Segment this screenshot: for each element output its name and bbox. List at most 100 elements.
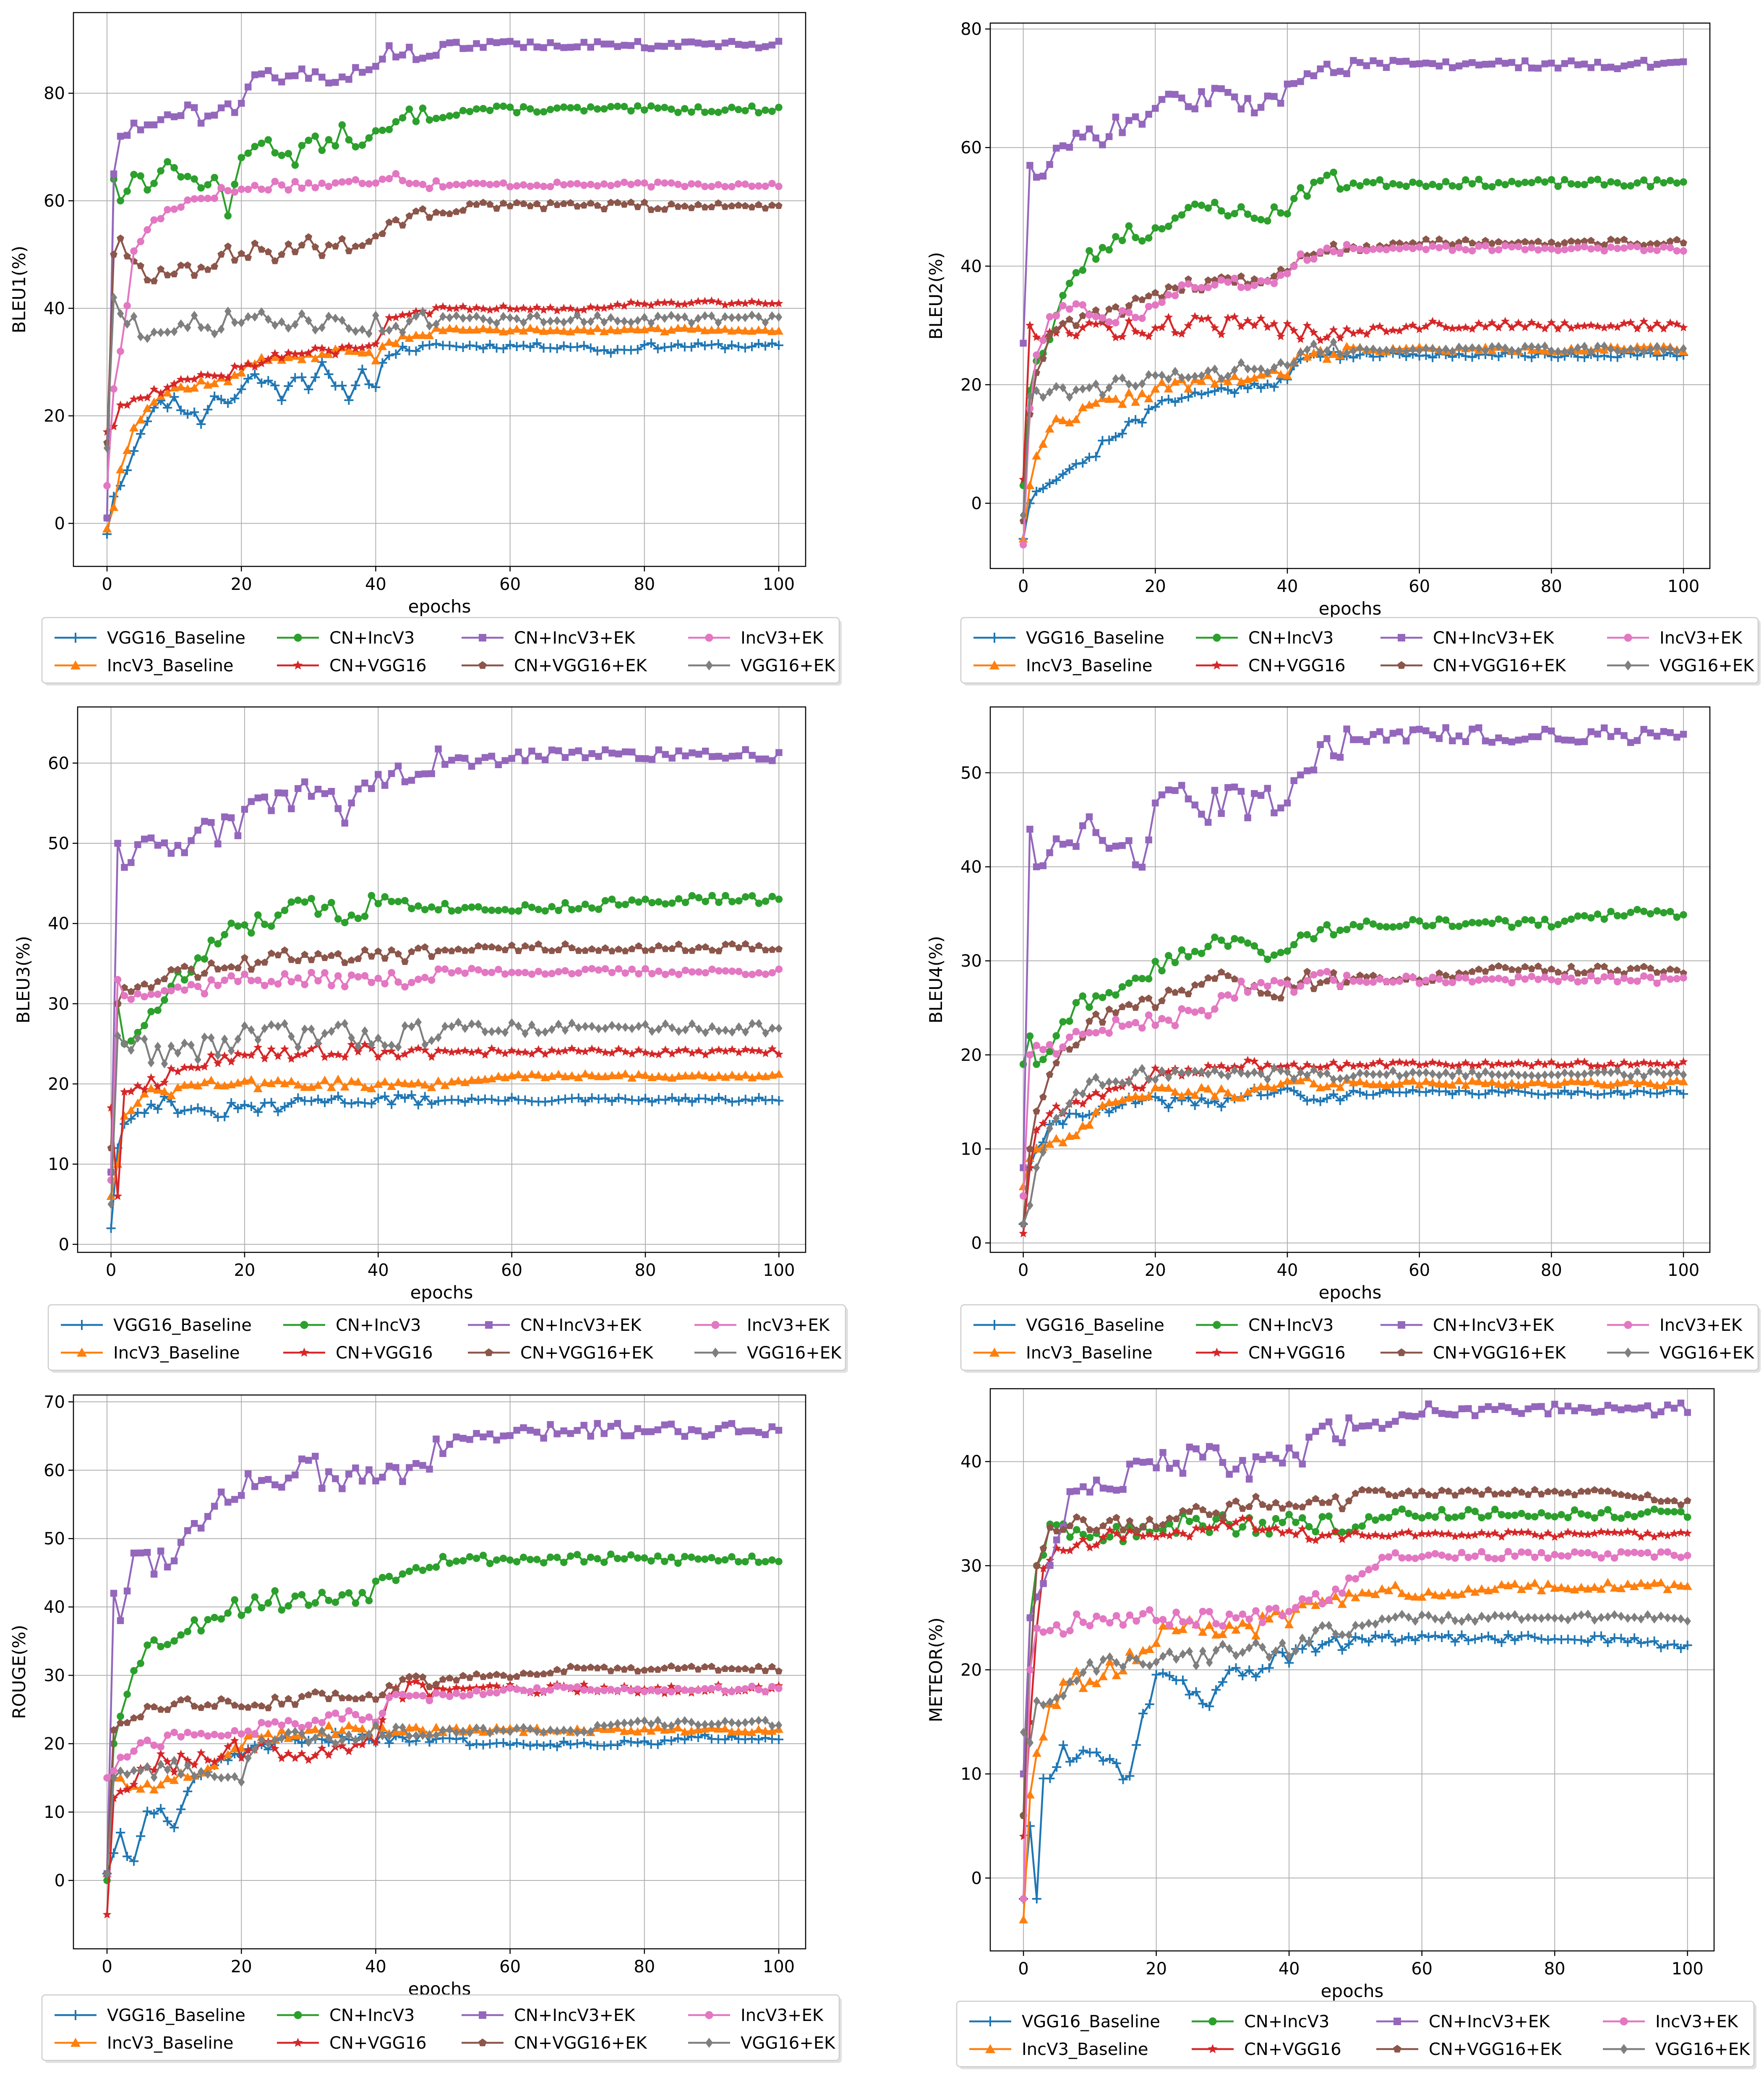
data-point-cn-incv3-ek [325, 79, 332, 87]
data-point-cn-incv3 [540, 1559, 548, 1567]
data-point-incv3-ek [560, 1684, 568, 1691]
data-point-cn-vgg16-ek [401, 958, 409, 965]
data-point-cn-incv3-ek [506, 1432, 514, 1439]
data-point-incv3-ek [762, 183, 769, 190]
legend-label-vgg16-baseline: VGG16_Baseline [113, 1316, 252, 1335]
data-point-cn-incv3-ek [708, 40, 715, 47]
data-point-cn-incv3 [385, 125, 393, 133]
data-point-vgg16-baseline [566, 1740, 575, 1750]
data-point-incv3-ek [555, 968, 562, 975]
y-tick-label: 30 [44, 1666, 65, 1685]
data-point-vgg16-ek [1178, 373, 1185, 383]
data-point-vgg16-ek [1026, 1200, 1033, 1210]
data-point-vgg16-ek [134, 1033, 141, 1043]
data-point-vgg16-ek [214, 1051, 222, 1060]
data-point-vgg16-baseline [733, 342, 743, 352]
data-point-cn-vgg16-ek [1488, 240, 1496, 247]
data-point-vgg16-ek [285, 323, 292, 333]
data-point-vgg16-baseline [472, 1739, 481, 1749]
data-point-cn-incv3-ek [334, 805, 342, 812]
data-point-cn-vgg16 [1138, 1532, 1148, 1540]
data-point-cn-vgg16-ek [214, 965, 222, 973]
data-point-cn-incv3-ek [1429, 60, 1436, 67]
data-point-cn-vgg16 [270, 349, 279, 357]
data-point-incv3-baseline [170, 1776, 179, 1784]
data-point-cn-incv3 [345, 1589, 353, 1597]
data-point-vgg16-ek [123, 319, 131, 329]
data-point-cn-vgg16 [223, 373, 232, 382]
data-point-incv3-ek [217, 184, 225, 192]
data-point-cn-incv3 [334, 915, 342, 923]
data-point-cn-vgg16 [1256, 314, 1266, 322]
data-point-incv3-baseline [170, 383, 179, 392]
data-point-cn-incv3 [1624, 1511, 1632, 1518]
data-point-incv3-ek [338, 178, 346, 186]
data-point-cn-vgg16 [357, 343, 367, 352]
data-point-incv3-ek [184, 196, 191, 204]
data-point-cn-incv3-ek [388, 770, 395, 777]
data-point-vgg16-ek [1350, 346, 1357, 356]
data-point-cn-incv3-ek [607, 1423, 614, 1430]
data-point-incv3-baseline [754, 1071, 764, 1080]
data-point-vgg16-ek [197, 1767, 205, 1776]
data-point-cn-incv3-ek [668, 40, 675, 47]
data-point-vgg16-ek [1198, 371, 1205, 381]
data-point-incv3-baseline [413, 1078, 423, 1087]
data-point-cn-vgg16 [687, 298, 696, 307]
data-point-incv3-ek [1244, 988, 1252, 996]
data-point-cn-incv3 [1637, 1510, 1645, 1518]
data-point-incv3-ek [466, 1691, 474, 1699]
data-point-cn-vgg16 [206, 1050, 216, 1059]
data-point-cn-vgg16-ek [434, 947, 442, 954]
data-point-cn-incv3 [1270, 203, 1278, 211]
data-point-vgg16-ek [1561, 1068, 1568, 1077]
series-cn-vgg16-ek [107, 940, 783, 1152]
data-point-cn-incv3-ek [448, 756, 455, 764]
data-point-cn-vgg16-ek [164, 1705, 172, 1713]
data-point-vgg16-baseline [1623, 1638, 1633, 1647]
data-point-cn-incv3-ek [1350, 57, 1357, 64]
data-point-cn-incv3-ek [1244, 814, 1251, 821]
data-point-incv3-ek [201, 990, 209, 998]
data-point-cn-incv3 [221, 931, 228, 939]
data-point-vgg16-ek [1429, 1069, 1436, 1079]
data-point-vgg16-ek [1152, 1075, 1159, 1085]
data-point-cn-incv3 [1391, 1508, 1399, 1516]
data-point-cn-vgg16 [140, 1085, 149, 1094]
data-point-incv3-ek [688, 1687, 695, 1694]
data-point-cn-incv3-ek [741, 42, 749, 49]
data-point-cn-vgg16 [1428, 1058, 1437, 1066]
data-point-incv3-baseline [394, 1077, 403, 1086]
data-point-cn-incv3 [190, 175, 198, 183]
data-point-cn-incv3 [1290, 941, 1298, 949]
data-point-cn-incv3-ek [628, 748, 636, 756]
data-point-cn-incv3 [150, 180, 158, 187]
data-point-incv3-baseline [1613, 1078, 1622, 1087]
data-point-cn-incv3 [441, 900, 449, 907]
data-point-cn-incv3 [715, 109, 722, 116]
legend-marker-incv3-ek [711, 1321, 720, 1329]
data-point-cn-vgg16 [1388, 1058, 1398, 1066]
data-point-vgg16-baseline [539, 1741, 548, 1751]
data-point-cn-vgg16-ek [110, 1726, 117, 1734]
data-point-cn-vgg16 [227, 1057, 236, 1066]
data-point-cn-vgg16 [1503, 1527, 1513, 1536]
data-point-vgg16-ek [775, 1720, 783, 1730]
data-point-cn-incv3-ek [248, 798, 255, 805]
data-point-incv3-baseline [1481, 1079, 1490, 1087]
data-point-cn-incv3-ek [1285, 1445, 1293, 1452]
data-point-vgg16-ek [634, 1716, 642, 1726]
data-point-cn-vgg16 [1507, 323, 1516, 331]
data-point-cn-incv3 [1299, 1514, 1306, 1522]
data-point-vgg16-baseline [1566, 1090, 1576, 1099]
data-point-cn-vgg16 [1464, 1531, 1473, 1540]
data-point-cn-incv3-ek [1092, 829, 1099, 836]
data-point-cn-vgg16 [102, 1910, 112, 1919]
data-point-cn-vgg16-ek [1330, 240, 1338, 248]
data-point-incv3-ek [540, 1687, 548, 1695]
data-point-cn-vgg16-ek [514, 947, 522, 954]
data-point-cn-incv3 [613, 1554, 621, 1562]
data-point-vgg16-baseline [1510, 1635, 1520, 1645]
data-point-cn-vgg16 [1514, 318, 1523, 327]
data-point-incv3-baseline [1104, 394, 1114, 403]
